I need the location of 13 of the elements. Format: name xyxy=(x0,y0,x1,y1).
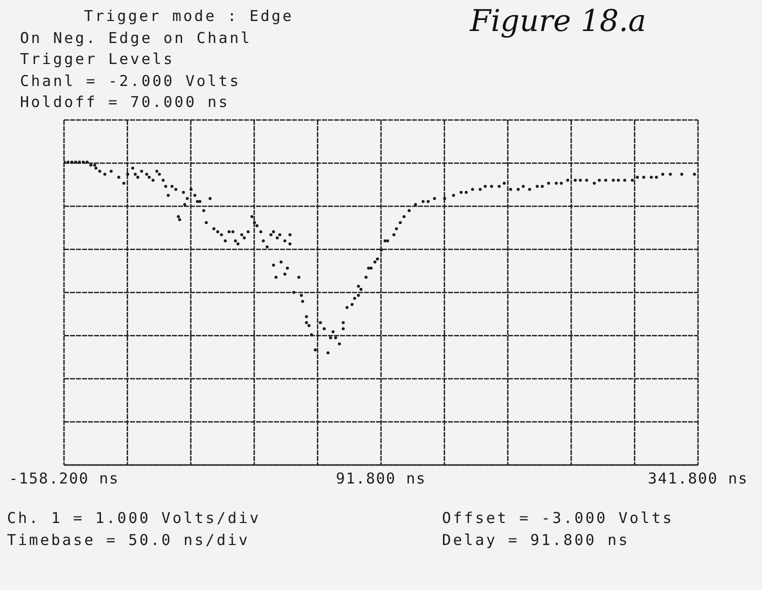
text: Chanl = -2.000 Volts xyxy=(20,72,241,90)
text: Trigger mode : Edge xyxy=(84,7,294,25)
x-tick-label: 341.800 ns xyxy=(648,470,748,488)
text: Offset = -3.000 Volts xyxy=(442,509,674,527)
text: On Neg. Edge on Chanl xyxy=(20,28,252,46)
x-tick-label: -158.200 ns xyxy=(8,470,120,488)
text: Ch. 1 = 1.000 Volts/div xyxy=(7,509,261,527)
text: Trigger Levels xyxy=(20,50,174,68)
text: Holdoff = 70.000 ns xyxy=(20,93,230,111)
text: Timebase = 50.0 ns/div xyxy=(7,531,250,549)
text: Delay = 91.800 ns xyxy=(442,531,630,549)
x-tick-label: 91.800 ns xyxy=(336,470,426,488)
chart-title: Figure 18.a xyxy=(470,4,646,39)
